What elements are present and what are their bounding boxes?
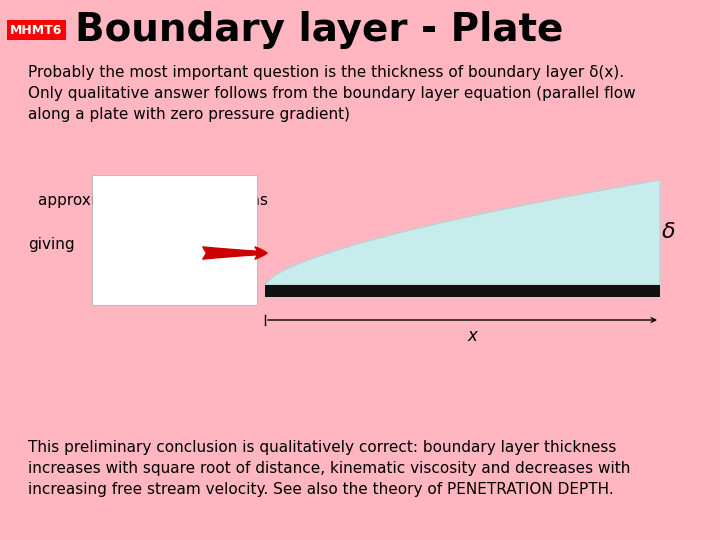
Bar <box>265 285 660 297</box>
Bar <box>92 175 257 305</box>
Text: Probably the most important question is the thickness of boundary layer δ(x).
On: Probably the most important question is … <box>28 65 636 122</box>
Text: δ: δ <box>662 222 675 242</box>
Text: giving: giving <box>28 238 75 253</box>
Polygon shape <box>265 180 660 285</box>
Text: x: x <box>467 327 477 345</box>
Text: Boundary layer - Plate: Boundary layer - Plate <box>75 11 563 49</box>
Text: MHMT6: MHMT6 <box>10 24 63 37</box>
Text: approximated very roughly as: approximated very roughly as <box>38 192 268 207</box>
Text: This preliminary conclusion is qualitatively correct: boundary layer thickness
i: This preliminary conclusion is qualitati… <box>28 440 631 497</box>
